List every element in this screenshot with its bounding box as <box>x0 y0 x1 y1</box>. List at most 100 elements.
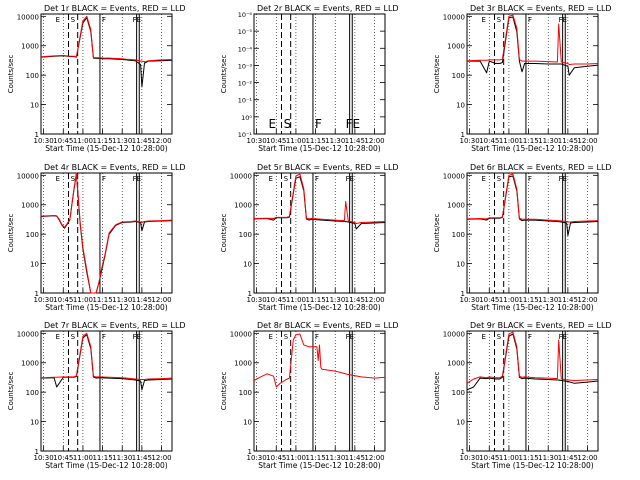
y-tick-label: 100 <box>26 72 39 80</box>
series-events-line <box>253 176 386 230</box>
marker-label-f: F <box>315 175 319 183</box>
marker-label-e: E <box>56 333 60 341</box>
marker-label-fe: FE <box>133 175 141 183</box>
x-tick-label: 10:30 <box>247 296 267 304</box>
marker-label-s: S <box>71 16 76 24</box>
y-tick-label: 1 <box>248 448 252 456</box>
series-lld-line <box>40 15 173 63</box>
y-tick-label: 1 <box>461 131 465 139</box>
x-tick-label: 11:15 <box>305 296 325 304</box>
y-tick-label: 10⁻¹ <box>238 97 253 105</box>
marker-label-fe: FE <box>559 175 567 183</box>
axes-frame <box>466 172 599 294</box>
x-tick-label: 11:30 <box>325 137 345 145</box>
y-tick-label: 1 <box>248 290 252 298</box>
y-tick-label: 10⁻⁶ <box>238 11 253 19</box>
y-tick-label: 100 <box>26 231 39 239</box>
y-tick-label: 1 <box>35 290 39 298</box>
y-tick-label: 100 <box>452 72 465 80</box>
x-tick-label: 11:00 <box>73 296 93 304</box>
y-tick-label: 10⁻¹ <box>238 131 253 139</box>
marker-label-e: E <box>482 16 486 24</box>
panel-title: Det 9r BLACK = Events, RED = LLD <box>470 321 612 330</box>
marker-label-e: E <box>56 175 60 183</box>
x-tick-label: 11:00 <box>73 454 93 462</box>
series-lld-line <box>40 172 173 294</box>
panel-title: Det 2r BLACK = Events, RED = LLD <box>257 4 399 13</box>
marker-label-f: F <box>102 16 106 24</box>
axes-frame <box>253 13 386 135</box>
y-axis-title: Counts/sec <box>220 372 228 411</box>
x-tick-label: 10:30 <box>34 137 54 145</box>
series-events-line <box>40 173 173 294</box>
x-tick-label: 11:00 <box>499 137 519 145</box>
x-tick-label: 11:45 <box>345 137 365 145</box>
x-tick-label: 11:00 <box>499 296 519 304</box>
y-tick-label: 10000 <box>230 172 252 180</box>
marker-label-f: F <box>528 175 532 183</box>
x-axis-title: Start Time (15-Dec-12 10:28:00) <box>471 303 593 312</box>
y-tick-label: 1 <box>35 448 39 456</box>
panel-title: Det 1r BLACK = Events, RED = LLD <box>44 4 186 13</box>
x-tick-label: 11:45 <box>558 296 578 304</box>
series-lld-line <box>466 14 599 65</box>
x-tick-label: 12:00 <box>577 454 597 462</box>
y-tick-label: 1000 <box>21 360 39 368</box>
x-tick-label: 11:45 <box>132 454 152 462</box>
marker-label-s: S <box>284 117 292 131</box>
x-tick-label: 11:45 <box>132 137 152 145</box>
y-tick-label: 10⁻² <box>238 80 253 88</box>
marker-label-f: F <box>102 333 106 341</box>
x-tick-label: 11:00 <box>286 296 306 304</box>
x-tick-label: 10:30 <box>34 454 54 462</box>
y-tick-label: 10 <box>30 261 39 269</box>
marker-label-s: S <box>71 175 76 183</box>
y-tick-label: 100 <box>239 231 252 239</box>
y-tick-label: 10000 <box>230 330 252 338</box>
x-tick-label: 10:45 <box>53 137 73 145</box>
x-axis-title: Start Time (15-Dec-12 10:28:00) <box>258 144 380 153</box>
y-axis-title: Counts/sec <box>220 214 228 253</box>
x-axis-title: Start Time (15-Dec-12 10:28:00) <box>45 461 167 470</box>
panel-title: Det 3r BLACK = Events, RED = LLD <box>470 4 612 13</box>
panel-title: Det 4r BLACK = Events, RED = LLD <box>44 163 186 172</box>
marker-label-s: S <box>284 333 289 341</box>
x-tick-label: 11:45 <box>345 296 365 304</box>
x-tick-label: 11:00 <box>286 137 306 145</box>
x-tick-label: 10:45 <box>53 454 73 462</box>
y-axis-title: Counts/sec <box>433 55 441 94</box>
panel-9: Det 9r BLACK = Events, RED = LLD 10:30 10:… <box>433 321 612 470</box>
y-tick-label: 10⁻³ <box>238 62 253 70</box>
series-lld-line <box>253 173 386 224</box>
y-axis-title: Counts/sec <box>220 55 228 94</box>
x-axis-title: Start Time (15-Dec-12 10:28:00) <box>258 303 380 312</box>
marker-label-f: F <box>315 117 322 131</box>
axes-frame <box>253 172 386 294</box>
x-tick-label: 12:00 <box>151 454 171 462</box>
marker-label-fe: FE <box>346 333 354 341</box>
panel-4: Det 4r BLACK = Events, RED = LLD 10:30 10:… <box>7 163 186 312</box>
marker-label-e: E <box>482 175 486 183</box>
x-tick-label: 12:00 <box>577 296 597 304</box>
x-axis-title: Start Time (15-Dec-12 10:28:00) <box>45 144 167 153</box>
x-axis-title: Start Time (15-Dec-12 10:28:00) <box>471 144 593 153</box>
marker-label-fe: FE <box>133 333 141 341</box>
y-tick-label: 10⁻⁵ <box>238 28 253 36</box>
x-tick-label: 11:45 <box>345 454 365 462</box>
x-tick-label: 10:45 <box>53 296 73 304</box>
marker-label-s: S <box>497 175 502 183</box>
x-tick-label: 11:30 <box>325 454 345 462</box>
x-axis-title: Start Time (15-Dec-12 10:28:00) <box>45 303 167 312</box>
x-tick-label: 10:45 <box>479 296 499 304</box>
y-tick-label: 10 <box>243 419 252 427</box>
panel-title: Det 5r BLACK = Events, RED = LLD <box>257 163 399 172</box>
series-lld-line <box>466 331 599 384</box>
x-tick-label: 11:15 <box>518 454 538 462</box>
marker-label-f: F <box>315 333 319 341</box>
x-tick-label: 11:45 <box>558 137 578 145</box>
x-tick-label: 11:15 <box>518 296 538 304</box>
x-tick-label: 11:15 <box>518 137 538 145</box>
marker-label-f: F <box>528 333 532 341</box>
x-tick-label: 12:00 <box>151 137 171 145</box>
